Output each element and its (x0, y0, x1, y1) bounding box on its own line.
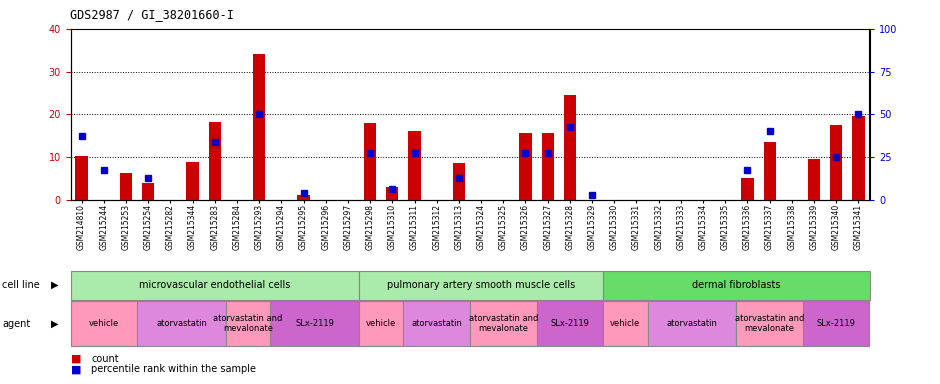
Bar (70, 271, 359, 300)
Text: agent: agent (2, 318, 30, 329)
Bar (853, 116, 865, 200)
Bar (763, 142, 776, 200)
Bar (541, 134, 554, 200)
Text: microvascular endothelial cells: microvascular endothelial cells (139, 280, 290, 290)
Text: SLx-2119: SLx-2119 (817, 319, 855, 328)
Text: cell line: cell line (2, 280, 39, 290)
Bar (253, 55, 265, 200)
Bar (137, 301, 226, 346)
Bar (403, 301, 470, 346)
Text: atorvastatin: atorvastatin (412, 319, 462, 328)
Bar (271, 301, 359, 346)
Bar (186, 162, 198, 200)
Bar (408, 131, 420, 200)
Text: dermal fibroblasts: dermal fibroblasts (692, 280, 780, 290)
Bar (453, 163, 465, 200)
Bar (70, 301, 137, 346)
Bar (359, 271, 603, 300)
Bar (364, 123, 376, 200)
Text: atorvastatin and
mevalonate: atorvastatin and mevalonate (735, 314, 805, 333)
Text: vehicle: vehicle (610, 319, 640, 328)
Bar (803, 301, 870, 346)
Text: ▶: ▶ (51, 318, 58, 329)
Text: SLx-2119: SLx-2119 (295, 319, 334, 328)
Bar (470, 301, 537, 346)
Text: ■: ■ (70, 364, 81, 374)
Bar (226, 301, 271, 346)
Text: percentile rank within the sample: percentile rank within the sample (91, 364, 257, 374)
Bar (564, 95, 576, 200)
Bar (142, 183, 154, 200)
Text: SLx-2119: SLx-2119 (551, 319, 589, 328)
Text: atorvastatin and
mevalonate: atorvastatin and mevalonate (469, 314, 538, 333)
Bar (603, 271, 870, 300)
Text: pulmonary artery smooth muscle cells: pulmonary artery smooth muscle cells (387, 280, 575, 290)
Text: GDS2987 / GI_38201660-I: GDS2987 / GI_38201660-I (70, 8, 234, 21)
Bar (742, 178, 754, 200)
Text: ▶: ▶ (51, 280, 58, 290)
Bar (520, 134, 532, 200)
Bar (537, 301, 603, 346)
Text: ■: ■ (70, 354, 81, 364)
Bar (603, 301, 648, 346)
Bar (120, 173, 133, 200)
Bar (209, 122, 221, 200)
Bar (75, 156, 87, 200)
Text: vehicle: vehicle (366, 319, 397, 328)
Bar (297, 195, 309, 200)
Bar (386, 187, 399, 200)
Bar (736, 301, 803, 346)
Bar (648, 301, 736, 346)
Text: atorvastatin: atorvastatin (156, 319, 207, 328)
Text: vehicle: vehicle (88, 319, 119, 328)
Bar (359, 301, 403, 346)
Text: atorvastatin and
mevalonate: atorvastatin and mevalonate (213, 314, 283, 333)
Bar (807, 159, 820, 200)
Text: atorvastatin: atorvastatin (666, 319, 717, 328)
Bar (830, 125, 842, 200)
Text: count: count (91, 354, 118, 364)
